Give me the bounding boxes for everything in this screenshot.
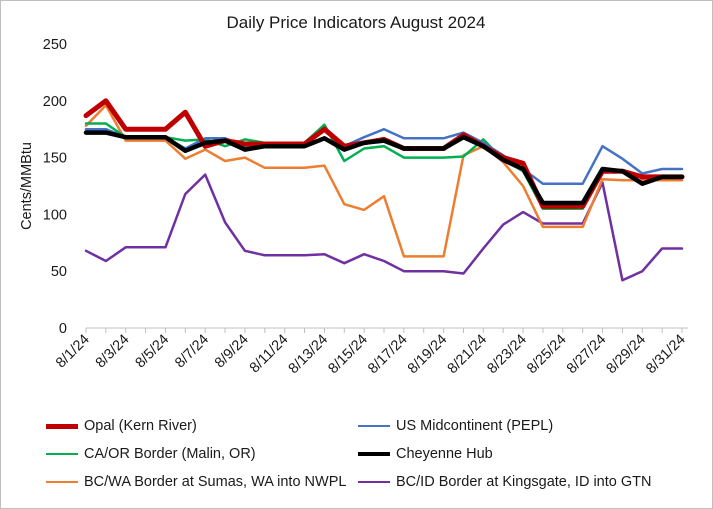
x-tick-label: 8/17/24 [365,332,411,378]
x-tick-label: 8/13/24 [286,332,332,378]
y-tick-label: 200 [43,94,67,110]
series-line-bc-id-border-at-kingsgate-id-into-gtn [84,173,684,282]
y-tick-label: 0 [59,321,67,337]
x-tick-label: 8/27/24 [564,332,610,378]
y-tick-label: 50 [51,264,67,280]
series-line-cheyenne-hub [83,130,685,206]
x-tick-label: 8/7/24 [172,332,212,372]
x-tick-label: 8/25/24 [524,332,570,378]
x-tick-label: 8/5/24 [132,332,172,372]
x-tick-label: 8/3/24 [93,332,133,372]
x-tick-label: 8/11/24 [247,332,292,377]
series-lines [83,98,685,282]
y-axis-label: Cents/MMBtu [19,142,35,230]
chart-title: Daily Price Indicators August 2024 [227,13,486,32]
series-line-bc-wa-border-at-sumas-wa-into-nwpl [84,104,684,258]
x-tick-label: 8/19/24 [405,332,451,378]
y-tick-label: 250 [43,37,67,53]
x-tick-label: 8/15/24 [325,332,371,378]
series-line-opal-kern-river [83,98,685,209]
x-tick-label: 8/23/24 [484,332,530,378]
x-tick-label: 8/1/24 [53,332,93,372]
x-tick-label: 8/31/24 [643,332,689,378]
x-tick-label: 8/29/24 [604,332,650,378]
x-tick-label: 8/21/24 [445,332,491,378]
y-tick-label: 150 [43,151,67,167]
y-tick-label: 100 [43,207,67,223]
